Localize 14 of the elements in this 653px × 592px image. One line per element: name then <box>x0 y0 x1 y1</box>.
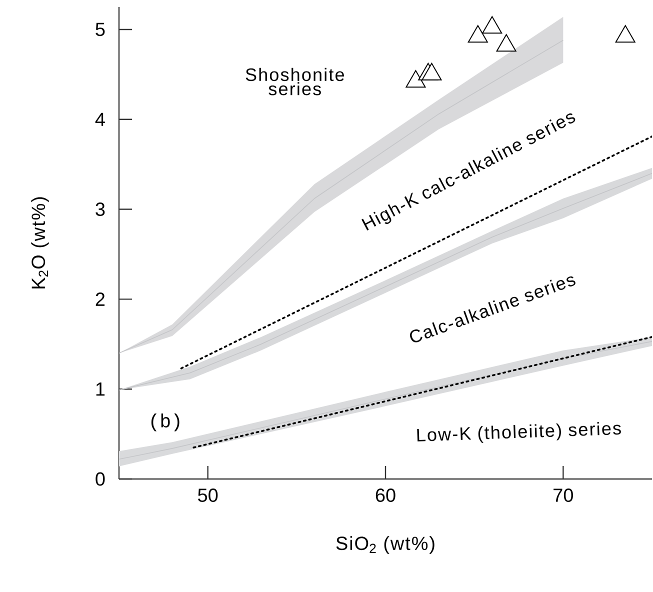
x-tick-label: 60 <box>376 488 396 502</box>
y-axis-title: K$_{2}$O (wt%) <box>31 197 49 288</box>
y-tick-label: 1 <box>96 382 105 396</box>
annotation: Low-K (tholeiite) series <box>417 422 621 443</box>
y-tick-label: 5 <box>96 22 105 36</box>
annotation: (b) <box>151 414 180 432</box>
annotation: Shoshonite series <box>246 68 344 96</box>
x-tick-label: 70 <box>554 488 573 502</box>
y-tick-label: 2 <box>96 292 105 306</box>
y-tick-label: 3 <box>96 202 105 216</box>
x-axis-title: SiO$_{2}$ (wt%) <box>336 536 434 554</box>
y-tick-label: 0 <box>96 472 105 486</box>
y-tick-label: 4 <box>95 112 105 126</box>
x-tick-label: 50 <box>198 488 218 502</box>
